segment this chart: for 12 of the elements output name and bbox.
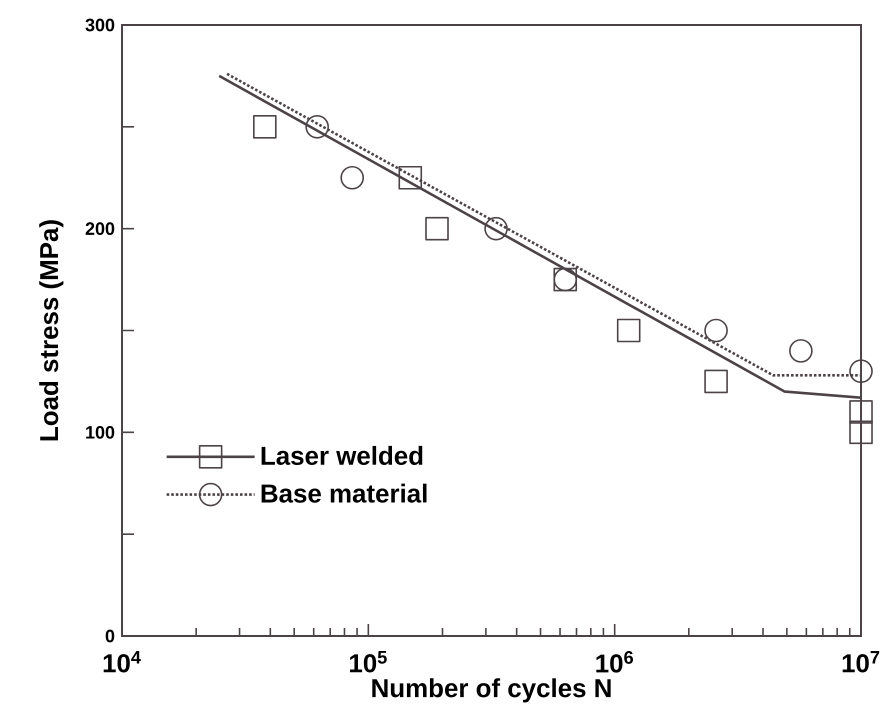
x-axis-title: Number of cycles N (372, 678, 611, 702)
y-tick-label: 200 (86, 222, 114, 236)
x-tick-label: 10$^{6}$ (596, 651, 633, 673)
y-tick-label: 300 (85, 18, 114, 32)
legend-label: Laser welded (262, 446, 422, 465)
x-tick-label: 10$^{4}$ (104, 651, 141, 672)
y-tick-label: 100 (86, 426, 114, 439)
y-tick-label: 0 (106, 630, 114, 642)
x-tick-label: 10$^{5}$ (350, 651, 387, 672)
y-axis-title: Load stress (MPa) (39, 220, 64, 440)
x-tick-label: 10$^{7}$ (842, 651, 880, 672)
legend-label: Base material (262, 484, 427, 503)
